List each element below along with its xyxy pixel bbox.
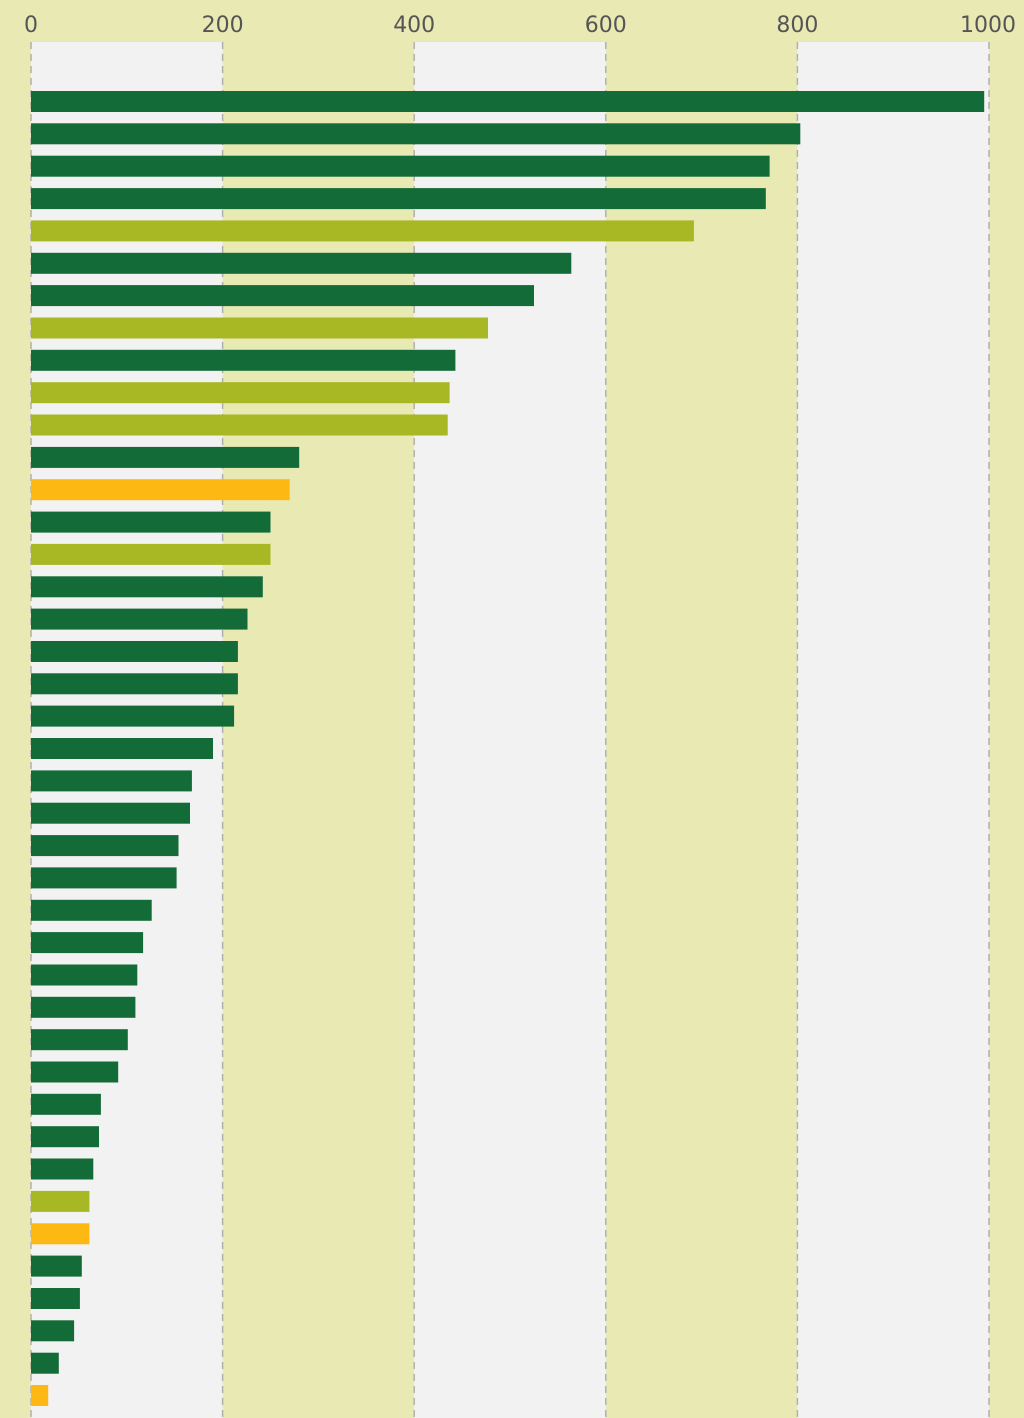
bar [31,317,488,339]
bar [31,835,179,857]
bar [31,1385,49,1406]
bar [31,479,290,501]
bar [31,867,177,889]
background-band [605,42,798,1418]
bar [31,382,450,404]
bar [31,1029,128,1051]
background-bands [31,42,989,1418]
bar [31,91,985,112]
bar [31,1352,59,1374]
bar [31,996,136,1018]
bar [31,511,271,533]
bars [31,91,985,1406]
bar [31,608,248,630]
x-tick-label: 600 [585,13,627,38]
bar [31,899,152,921]
bar [31,738,213,759]
bar [31,1093,101,1115]
bar [31,1320,75,1342]
bar [31,1288,80,1309]
bar [31,1126,99,1148]
x-tick-label: 1000 [960,13,1016,38]
bar [31,770,192,792]
x-axis-tick-labels: 0 200 400 600 800 1000 [24,13,1016,38]
bar [31,188,766,210]
background-band [414,42,606,1418]
bar [31,802,190,824]
bar [31,576,263,598]
bar [31,932,144,954]
bar [31,1255,82,1277]
bar [31,1061,119,1083]
bar [31,543,271,565]
bar [31,1190,90,1212]
bar [31,1223,90,1245]
bar [31,705,235,727]
bar [31,123,801,145]
x-tick-label: 400 [393,13,435,38]
bar [31,220,694,242]
x-tick-label: 200 [202,13,244,38]
bar [31,641,238,662]
bar [31,673,238,695]
bar [31,446,300,468]
bar [31,155,770,177]
bar [31,964,138,986]
bar [31,414,448,436]
background-band [222,42,415,1418]
bar [31,1158,94,1180]
bar [31,252,572,274]
bar [31,349,456,371]
x-tick-label: 800 [776,13,818,38]
background-band [797,42,989,1418]
x-tick-label: 0 [24,13,38,38]
bar [31,285,534,307]
